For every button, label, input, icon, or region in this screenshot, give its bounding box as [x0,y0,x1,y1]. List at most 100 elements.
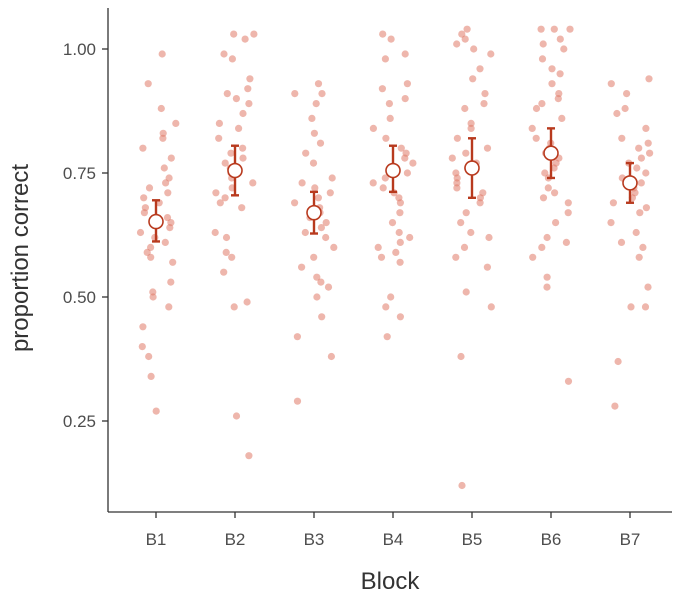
data-point [311,184,319,192]
data-point [318,313,326,321]
data-point [387,293,395,301]
data-point [245,100,253,108]
data-point [566,25,574,33]
data-point [167,154,175,162]
data-point [227,149,235,157]
data-point [160,164,168,172]
data-point [623,90,631,98]
data-point [469,75,477,83]
data-point [462,149,470,157]
data-point [618,134,626,142]
data-point [532,104,541,113]
data-point [312,100,320,108]
data-point [212,189,220,197]
data-point [538,55,547,63]
x-tick-label: B3 [304,530,325,549]
data-point [564,199,572,207]
data-point [645,75,653,83]
data-point [230,30,238,38]
data-point [453,179,461,187]
data-point [145,184,154,192]
data-point [318,90,326,98]
data-point [221,159,229,167]
x-tick-label: B7 [620,530,641,549]
data-point [216,199,224,207]
data-point [250,30,258,38]
mean-marker [148,213,164,230]
data-point [401,154,409,162]
data-point [164,189,172,197]
data-point [538,243,546,251]
data-point [145,352,153,361]
data-point [232,95,240,103]
data-point [140,194,148,202]
data-point [310,253,318,261]
data-point [310,129,318,137]
data-point [460,243,469,251]
data-point [138,343,146,351]
mean-marker [227,162,243,179]
data-point [550,25,558,33]
data-point [385,100,393,108]
data-point [529,253,537,261]
data-point [245,452,253,460]
data-point [635,144,643,152]
data-point [453,134,461,142]
data-point [556,35,564,43]
data-point [238,204,246,212]
data-point [291,199,299,207]
data-point [632,228,640,237]
data-point [392,248,400,256]
data-point [642,124,650,132]
data-point [172,119,180,127]
data-point [487,303,495,311]
data-point [244,85,252,93]
data-point [223,90,231,98]
data-point [639,243,647,251]
data-point [139,144,147,152]
data-point [169,258,177,266]
data-point [641,303,650,311]
data-point [538,100,546,108]
data-point [452,253,460,261]
data-point [532,134,540,142]
data-point [458,481,466,490]
data-point [642,169,650,177]
y-tick-label: 0.25 [63,412,96,431]
data-point [167,278,175,286]
data-point [159,134,167,142]
data-point [409,159,417,167]
x-tick-label: B4 [383,530,404,549]
data-point [627,303,635,311]
data-point [140,209,148,217]
data-point [543,283,551,291]
data-point [558,114,566,122]
data-point [637,154,646,162]
data-point [485,233,493,242]
data-point [377,253,386,261]
data-point [388,219,397,227]
data-point [382,134,390,142]
data-point [560,45,568,53]
data-point [152,407,160,415]
data-point [328,174,336,182]
data-point [327,352,335,361]
data-point [467,228,475,237]
data-point [636,209,644,217]
data-point [379,184,387,192]
data-point [543,233,551,242]
data-point [379,30,387,38]
data-point [314,194,322,202]
data-point [230,303,238,311]
data-point [293,397,302,405]
data-point [239,144,247,152]
data-point [239,109,247,118]
data-point [298,179,306,187]
data-point [396,238,404,246]
data-point [383,333,391,341]
data-point [221,194,229,202]
data-point [481,90,489,98]
data-point [403,169,411,177]
x-tick-label: B1 [146,530,167,549]
